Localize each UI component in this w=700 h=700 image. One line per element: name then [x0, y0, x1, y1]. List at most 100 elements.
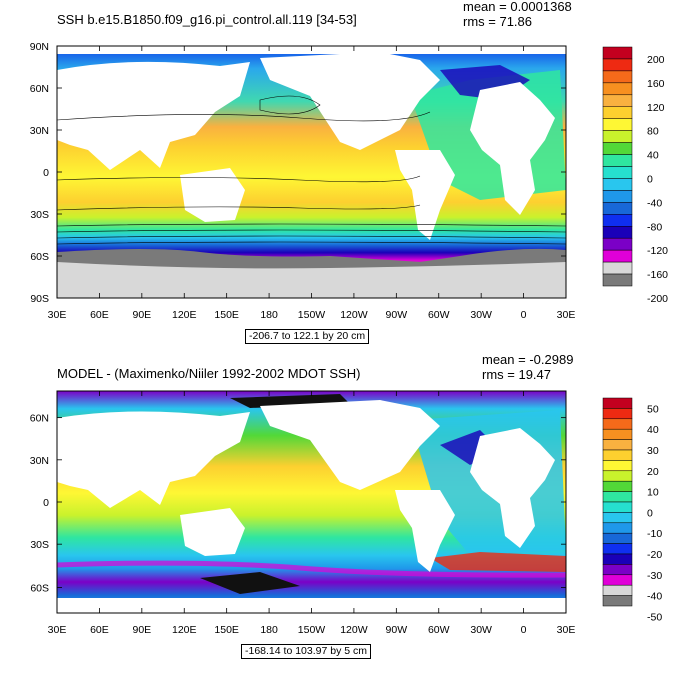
x-tick-label: 150W — [298, 624, 326, 636]
y-tick-label: 60S — [30, 582, 49, 594]
colorbar-swatch — [602, 428, 633, 440]
x-tick-label: 90E — [132, 309, 151, 321]
x-tick-label: 60E — [90, 309, 109, 321]
contour-range-note: -168.14 to 103.97 by 5 cm — [241, 644, 371, 659]
y-tick-label: 60S — [30, 251, 49, 263]
x-tick-label: 180 — [260, 624, 278, 636]
colorbar-swatch — [602, 449, 633, 461]
colorbar-swatch — [602, 118, 633, 131]
colorbar-swatch — [602, 584, 633, 596]
y-tick-label: 90N — [30, 41, 49, 53]
colorbar-swatch — [602, 202, 633, 215]
colorbar-swatch — [602, 82, 633, 96]
colorbar-swatch — [602, 154, 633, 167]
colorbar-swatch — [602, 543, 633, 555]
colorbar-swatch — [602, 166, 633, 179]
colorbar-swatch — [602, 470, 633, 482]
colorbar-swatch — [602, 46, 633, 60]
colorbar-swatch — [602, 106, 633, 119]
x-tick-label: 180 — [260, 309, 278, 321]
rms-stat: rms = 19.47 — [482, 367, 552, 382]
colorbar-label: 50 — [647, 403, 659, 415]
colorbar-label: 120 — [647, 102, 665, 114]
colorbar-swatch — [602, 480, 633, 492]
colorbar-label: -20 — [647, 549, 662, 561]
colorbar-swatch — [602, 94, 633, 108]
colorbar-label: -120 — [647, 245, 668, 257]
y-tick-label: 60N — [30, 413, 49, 425]
model-diff-field — [57, 391, 566, 613]
x-tick-label: 30E — [48, 309, 67, 321]
colorbar-swatch — [602, 190, 633, 203]
y-tick-label: 0 — [43, 497, 49, 509]
x-tick-label: 90W — [386, 624, 408, 636]
colorbar-swatch — [602, 408, 633, 420]
y-tick-label: 0 — [43, 167, 49, 179]
y-tick-label: 30S — [30, 209, 49, 221]
colorbar-swatch — [602, 491, 633, 503]
colorbar-swatch — [602, 58, 633, 72]
x-tick-label: 150E — [214, 624, 239, 636]
colorbar-swatch — [602, 501, 633, 513]
x-tick-label: 30E — [557, 309, 576, 321]
colorbar-label: 160 — [647, 78, 665, 90]
mean-stat: mean = 0.0001368 — [463, 0, 572, 14]
y-tick-label: 30S — [30, 539, 49, 551]
x-tick-label: 120E — [172, 624, 197, 636]
colorbar-swatch — [602, 522, 633, 534]
panel-title: SSH b.e15.B1850.f09_g16.pi_control.all.1… — [57, 12, 357, 27]
colorbar-swatch — [602, 178, 633, 191]
model-diff-panel: MODEL - (Maximenko/Niiler 1992-2002 MDOT… — [0, 350, 700, 700]
rms-stat: rms = 71.86 — [463, 14, 533, 29]
colorbar-label: -10 — [647, 528, 662, 540]
panel-title: MODEL - (Maximenko/Niiler 1992-2002 MDOT… — [57, 366, 361, 381]
y-axis: 90N 60N 30N 0 30S 60S 90S — [30, 41, 566, 305]
colorbar-label: 0 — [647, 173, 653, 185]
x-tick-label: 0 — [521, 309, 527, 321]
colorbar-swatch — [602, 418, 633, 430]
colorbar: 50 40 30 20 10 0 -10 -20 -30 -40 -50 — [602, 397, 662, 623]
colorbar-label: 40 — [647, 150, 659, 162]
colorbar-label: 0 — [647, 507, 653, 519]
colorbar-label: 20 — [647, 466, 659, 478]
colorbar-swatch — [602, 595, 633, 607]
colorbar-label: -30 — [647, 570, 662, 582]
colorbar-swatch — [602, 142, 633, 155]
x-axis: 30E 60E 90E 120E 150E 180 150W 120W 90W 60W 30W 0 30… — [48, 46, 576, 321]
colorbar: 200 160 120 80 40 0 -40 -80 -120 -160 -200 — [602, 46, 668, 305]
colorbar-swatch — [602, 512, 633, 524]
x-tick-label: 150E — [214, 309, 239, 321]
colorbar-swatch — [602, 70, 633, 84]
colorbar-label: -40 — [647, 591, 662, 603]
y-tick-label: 90S — [30, 293, 49, 305]
x-tick-label: 60E — [90, 624, 109, 636]
x-tick-label: 120W — [340, 309, 368, 321]
colorbar-swatch — [602, 237, 633, 251]
x-tick-label: 120W — [340, 624, 368, 636]
x-tick-label: 30W — [470, 624, 492, 636]
x-tick-label: 30W — [470, 309, 492, 321]
colorbar-label: 200 — [647, 54, 665, 66]
x-tick-label: 0 — [521, 624, 527, 636]
colorbar-swatch — [602, 214, 633, 227]
ssh-field — [57, 46, 566, 298]
contour-range-note: -206.7 to 122.1 by 20 cm — [245, 329, 370, 344]
mean-stat: mean = -0.2989 — [482, 352, 574, 367]
x-tick-label: 30E — [48, 624, 67, 636]
ssh-map: 30E 60E 90E 120E 150E 180 150W 120W 90W 60W 30W 0 30… — [30, 41, 668, 321]
colorbar-label: -40 — [647, 197, 662, 209]
y-axis: 60N 30N 0 30S 60S — [30, 413, 566, 594]
x-tick-label: 60W — [428, 309, 450, 321]
colorbar-label: -80 — [647, 221, 662, 233]
x-tick-label: 150W — [298, 309, 326, 321]
colorbar-label: 10 — [647, 487, 659, 499]
colorbar-swatch — [602, 130, 633, 143]
x-tick-label: 60W — [428, 624, 450, 636]
x-tick-label: 120E — [172, 309, 197, 321]
x-tick-label: 30E — [557, 624, 576, 636]
y-tick-label: 30N — [30, 125, 49, 137]
colorbar-swatch — [602, 439, 633, 451]
x-tick-label: 90E — [132, 624, 151, 636]
colorbar-label: -200 — [647, 293, 668, 305]
colorbar-swatch — [602, 397, 633, 409]
